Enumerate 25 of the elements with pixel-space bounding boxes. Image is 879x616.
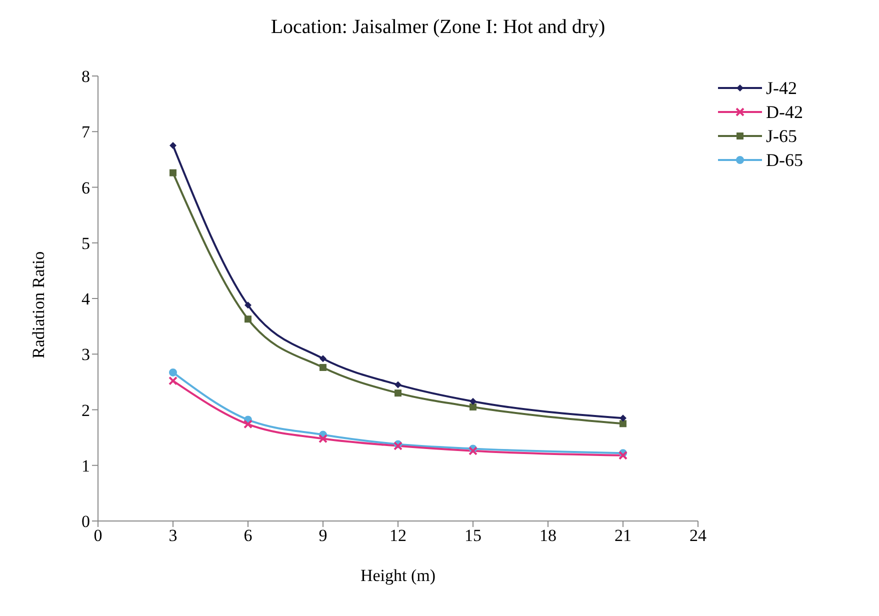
y-tick-label: 4: [82, 290, 90, 309]
x-tick-label: 3: [168, 526, 178, 546]
x-tick-label: 6: [244, 526, 252, 546]
x-tick-label: 0: [94, 526, 102, 546]
x-axis-title: Height (m): [360, 566, 436, 585]
chart-title: Location: Jaisalmer (Zone I: Hot and dry): [270, 15, 606, 40]
y-tick-label: 6: [82, 178, 90, 198]
legend-label: D-65: [766, 150, 803, 170]
y-tick-label: 3: [82, 345, 90, 364]
legend-label: D-42: [766, 102, 803, 122]
x-tick-label: 12: [390, 526, 406, 546]
y-tick-label: 7: [82, 122, 90, 142]
x-tick-label: 21: [614, 526, 632, 546]
x-tick-label: 18: [540, 526, 556, 546]
legend-label: J-42: [766, 78, 797, 98]
x-tick-label: 15: [464, 526, 482, 546]
y-tick-label: 5: [82, 234, 90, 253]
y-tick-label: 8: [82, 67, 90, 86]
x-tick-label: 24: [690, 526, 707, 546]
y-tick-label: 0: [82, 512, 90, 532]
y-axis-title: Radiation Ratio: [29, 251, 48, 358]
y-tick-label: 2: [82, 400, 90, 420]
x-tick-label: 9: [318, 526, 328, 546]
legend-label: J-65: [766, 126, 797, 146]
y-tick-label: 1: [82, 456, 90, 476]
